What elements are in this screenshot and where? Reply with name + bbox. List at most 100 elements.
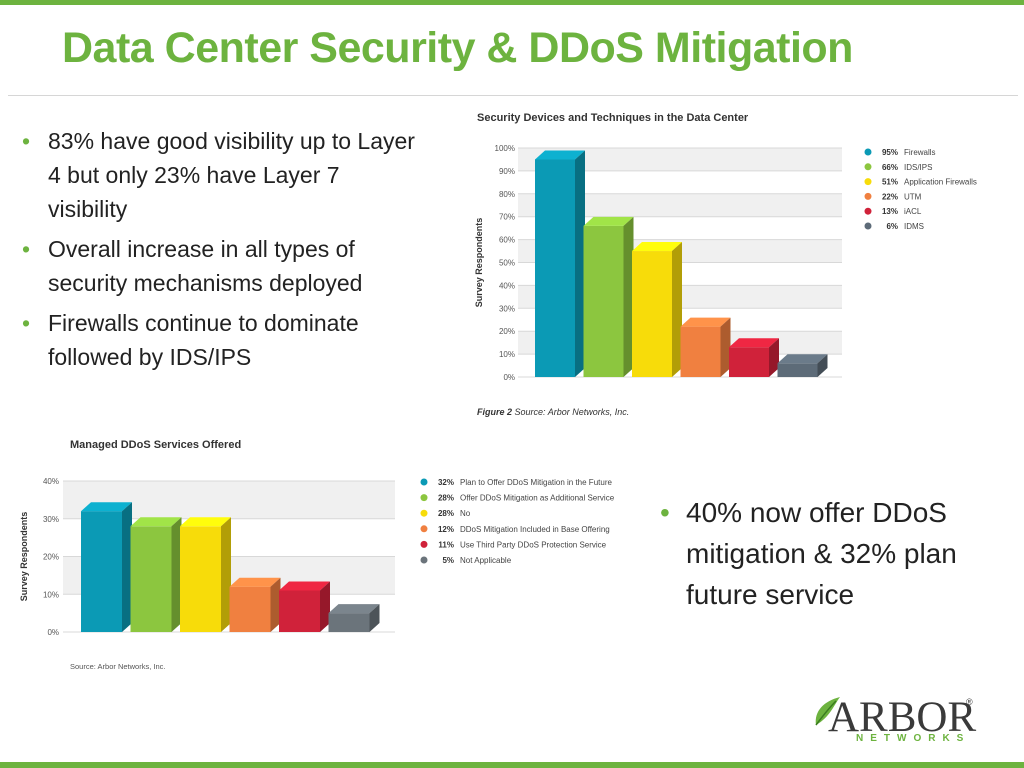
y-tick-label: 40% [499, 281, 515, 290]
bar-side-face [369, 604, 380, 632]
legend-label: Plan to Offer DDoS Mitigation in the Fut… [460, 478, 612, 487]
legend-label: IDMS [904, 222, 924, 231]
chart-caption: Figure 2 Source: Arbor Networks, Inc. [477, 407, 629, 417]
bar-top-face [583, 216, 634, 226]
grid-band [518, 148, 842, 171]
bar-side-face [575, 150, 585, 377]
y-tick-label: 80% [499, 190, 515, 199]
security-devices-chart-svg: Security Devices and Techniques in the D… [474, 112, 977, 417]
legend-label: Use Third Party DDoS Protection Service [460, 540, 607, 549]
bar-top-face [180, 517, 231, 527]
bullet-item: • 40% now offer DDoS mitigation & 32% pla… [648, 492, 1018, 615]
chart-caption: Source: Arbor Networks, Inc. [70, 662, 165, 671]
legend-swatch [864, 207, 872, 215]
legend-swatch [420, 478, 428, 486]
bullet-text: 40% now offer DDoS mitigation & 32% plan… [686, 497, 957, 610]
legend-label: iACL [904, 207, 922, 216]
legend-value: 66% [882, 163, 898, 172]
bar [328, 613, 370, 632]
legend-swatch [420, 509, 428, 517]
logo-wordmark: ARBOR [828, 694, 977, 741]
legend-label: No [460, 509, 471, 518]
y-tick-label: 50% [499, 259, 515, 268]
y-tick-label: 30% [499, 304, 515, 313]
y-tick-label: 0% [503, 373, 515, 382]
bullet-glyph: • [660, 497, 670, 528]
bar-side-face [122, 502, 132, 632]
bottom-accent-bar [0, 762, 1024, 768]
y-tick-label: 20% [499, 327, 515, 336]
bullet-item: • Overall increase in all types of securi… [10, 232, 420, 300]
bar-top-face [632, 242, 682, 252]
y-tick-label: 90% [499, 167, 515, 176]
caption-figure-number: Figure 2 [477, 407, 515, 417]
logo-trademark: ® [966, 697, 973, 707]
bar-top-face [328, 604, 380, 614]
bullet-text: 83% have good visibility up to Layer 4 b… [48, 128, 415, 222]
bar [229, 586, 271, 632]
right-bullet-list: • 40% now offer DDoS mitigation & 32% pla… [648, 492, 1018, 615]
bullet-glyph: • [22, 310, 31, 336]
bar-side-face [720, 317, 731, 377]
slide-title: Data Center Security & DDoS Mitigation [62, 24, 853, 72]
legend-swatch [420, 556, 428, 564]
y-tick-label: 40% [43, 477, 59, 486]
legend-swatch [864, 222, 872, 230]
legend-swatch [864, 192, 872, 200]
bar-top-face [535, 150, 585, 160]
y-tick-label: 0% [47, 628, 59, 637]
bar-top-face [81, 502, 132, 512]
legend-swatch [864, 178, 872, 186]
bar [535, 159, 575, 377]
bar-side-face [769, 338, 779, 377]
legend-value: 51% [882, 178, 898, 187]
top-accent-bar [0, 0, 1024, 5]
bar-top-face [729, 338, 779, 348]
y-tick-label: 100% [495, 144, 515, 153]
y-tick-label: 70% [499, 213, 515, 222]
grid-band [518, 193, 842, 217]
bar [180, 526, 221, 632]
arbor-networks-logo: ARBOR ® NETWORKS [812, 693, 982, 751]
legend-label: Offer DDoS Mitigation as Additional Serv… [460, 494, 615, 503]
y-tick-label: 10% [499, 350, 515, 359]
bar-side-face [817, 354, 828, 377]
legend-value: 28% [438, 494, 454, 503]
bar-side-face [221, 517, 231, 632]
bar-top-face [777, 354, 828, 364]
leaf-icon [815, 697, 840, 726]
legend-value: 13% [882, 207, 898, 216]
bar-top-face [279, 581, 330, 591]
y-axis-label: Survey Respondents [474, 218, 484, 308]
bullet-glyph: • [22, 236, 31, 262]
managed-ddos-chart-svg: Managed DDoS Services Offered Survey Resp… [19, 439, 615, 671]
bar-top-face [229, 577, 281, 587]
bar [130, 526, 172, 632]
bullet-text: Overall increase in all types of securit… [48, 236, 363, 296]
legend-value: 11% [438, 540, 454, 549]
bar-side-face [270, 577, 281, 632]
bullet-text: Firewalls continue to dominate followed … [48, 310, 359, 370]
y-tick-label: 30% [43, 515, 59, 524]
legend-label: Application Firewalls [904, 178, 977, 187]
logo-submark: NETWORKS [856, 733, 971, 744]
bar [632, 251, 672, 377]
bar-side-face [623, 216, 634, 377]
legend-swatch [420, 540, 428, 548]
legend-label: UTM [904, 192, 922, 201]
bullet-item: • 83% have good visibility up to Layer 4 … [10, 124, 420, 226]
legend-swatch [420, 494, 428, 502]
security-devices-chart: Security Devices and Techniques in the D… [470, 105, 990, 425]
chart-title: Managed DDoS Services Offered [70, 439, 241, 451]
bar [777, 363, 818, 377]
legend-value: 28% [438, 509, 454, 518]
legend-value: 22% [882, 192, 898, 201]
legend-swatch [864, 163, 872, 171]
y-tick-label: 10% [43, 590, 59, 599]
chart-title: Security Devices and Techniques in the D… [477, 112, 749, 124]
legend-value: 6% [886, 222, 898, 231]
y-tick-label: 20% [43, 553, 59, 562]
legend-label: Not Applicable [460, 556, 512, 565]
bar-top-face [130, 517, 182, 527]
left-bullet-list: • 83% have good visibility up to Layer 4 … [10, 124, 420, 380]
